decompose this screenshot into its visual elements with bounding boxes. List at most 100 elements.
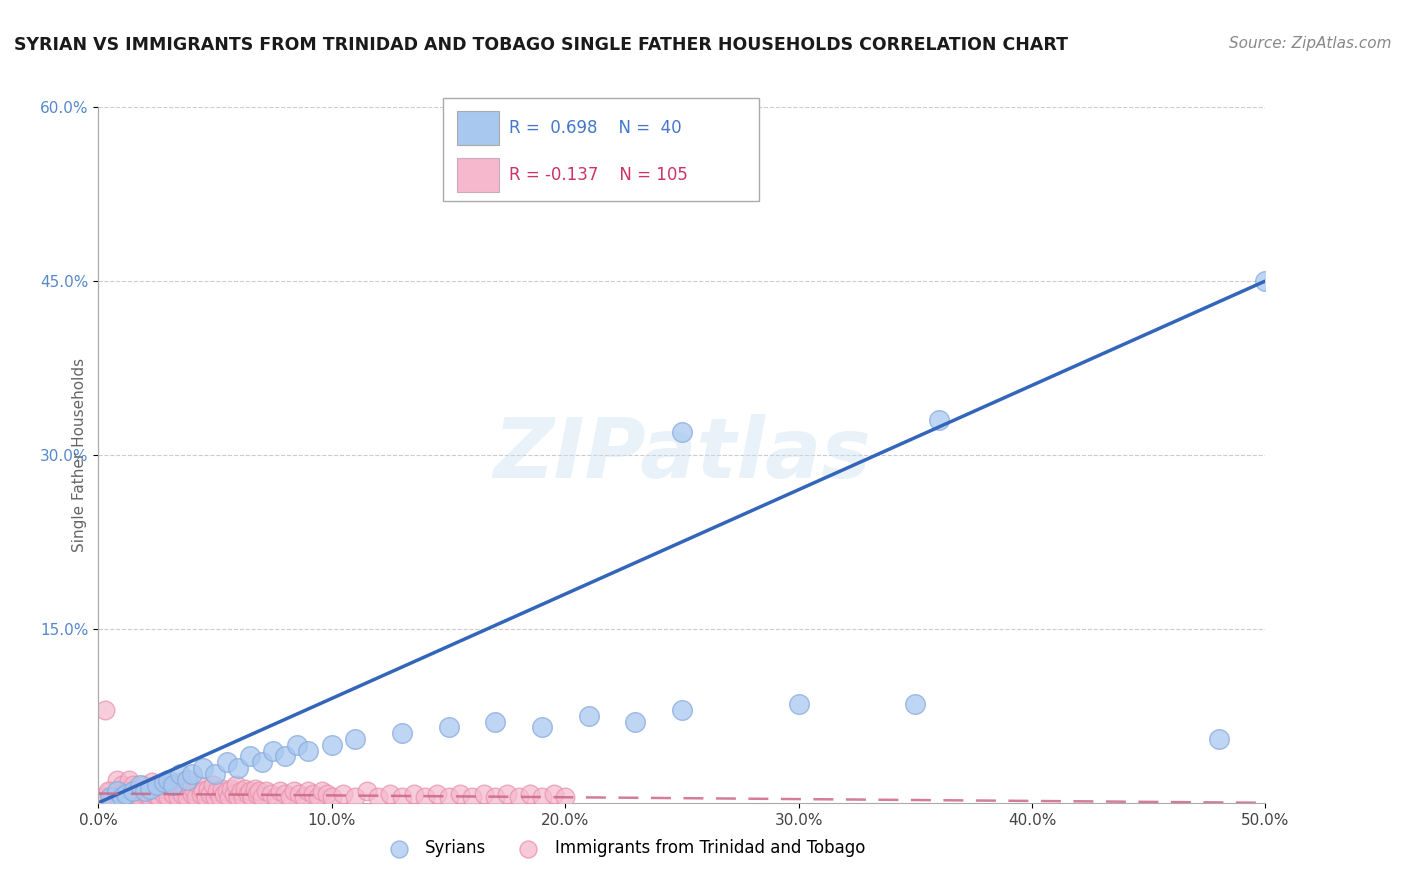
Point — [162, 787, 184, 801]
Point — [108, 784, 131, 798]
Point — [260, 787, 283, 801]
Point — [120, 790, 142, 805]
Point — [283, 784, 305, 798]
Point — [269, 784, 291, 798]
Point — [162, 778, 184, 793]
Point — [321, 790, 343, 805]
Point — [508, 790, 530, 805]
Point — [97, 784, 120, 798]
Point — [437, 721, 460, 735]
Point — [413, 790, 436, 805]
Point — [115, 784, 138, 798]
Point — [292, 790, 315, 805]
Point — [519, 787, 541, 801]
Point — [136, 781, 159, 796]
Point — [449, 787, 471, 801]
Point — [235, 781, 257, 796]
Point — [169, 775, 191, 789]
Point — [578, 708, 600, 723]
Point — [391, 790, 413, 805]
Point — [122, 778, 145, 793]
Point — [288, 787, 311, 801]
Point — [159, 778, 181, 793]
Point — [127, 781, 149, 796]
Point — [554, 790, 576, 805]
Point — [278, 790, 301, 805]
Point — [262, 744, 284, 758]
Point — [129, 790, 152, 805]
Point — [157, 790, 180, 805]
Point — [307, 790, 329, 805]
Point — [243, 781, 266, 796]
Point — [671, 703, 693, 717]
Point — [671, 425, 693, 439]
Point — [187, 778, 209, 793]
Point — [176, 772, 198, 787]
Point — [472, 787, 495, 801]
Point — [208, 790, 231, 805]
Point — [225, 778, 247, 793]
Point — [344, 731, 367, 746]
Point — [134, 784, 156, 798]
Point — [356, 784, 378, 798]
Point — [201, 778, 224, 793]
Legend: Syrians, Immigrants from Trinidad and Tobago: Syrians, Immigrants from Trinidad and To… — [375, 833, 872, 864]
Point — [256, 784, 278, 798]
Point — [232, 790, 254, 805]
Point — [104, 790, 127, 805]
Point — [190, 787, 212, 801]
Point — [207, 784, 229, 798]
Point — [180, 767, 202, 781]
Point — [150, 778, 173, 793]
Point — [143, 787, 166, 801]
Point — [112, 790, 135, 805]
Point — [211, 781, 233, 796]
Point — [200, 787, 222, 801]
Point — [111, 778, 134, 793]
Text: R =  0.698    N =  40: R = 0.698 N = 40 — [509, 119, 682, 136]
Point — [1208, 731, 1230, 746]
Point — [274, 787, 297, 801]
Point — [787, 698, 810, 712]
Point — [332, 787, 354, 801]
Point — [165, 781, 187, 796]
Point — [311, 784, 333, 798]
Point — [461, 790, 484, 805]
Point — [380, 787, 402, 801]
Point — [141, 775, 163, 789]
Point — [152, 787, 174, 801]
Point — [530, 790, 553, 805]
Point — [166, 790, 188, 805]
Point — [146, 781, 169, 796]
Point — [297, 744, 319, 758]
Point — [221, 781, 243, 796]
Point — [169, 767, 191, 781]
Point — [321, 738, 343, 752]
Point — [344, 790, 367, 805]
Point — [302, 787, 325, 801]
Point — [367, 790, 389, 805]
Point — [484, 714, 506, 729]
Point — [228, 761, 250, 775]
Point — [122, 784, 145, 798]
Point — [215, 784, 238, 798]
Point — [624, 714, 647, 729]
Point — [105, 784, 128, 798]
Point — [402, 787, 425, 801]
Point — [193, 784, 215, 798]
Point — [437, 790, 460, 805]
Point — [179, 778, 201, 793]
Point — [91, 790, 114, 805]
Point — [543, 787, 565, 801]
Point — [239, 784, 262, 798]
Point — [139, 781, 162, 796]
Point — [157, 772, 180, 787]
Point — [250, 755, 273, 769]
Point — [249, 784, 271, 798]
Point — [155, 781, 177, 796]
Point — [183, 784, 205, 798]
Point — [134, 787, 156, 801]
Point — [264, 790, 287, 805]
Point — [101, 790, 124, 805]
Point — [215, 755, 238, 769]
